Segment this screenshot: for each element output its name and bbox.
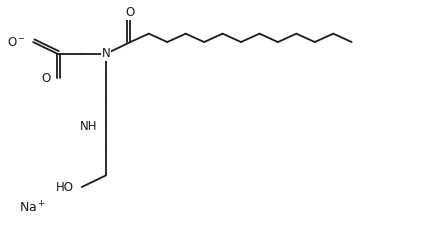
Text: O$^-$: O$^-$ (6, 36, 26, 49)
Text: O: O (42, 72, 51, 85)
Text: HO: HO (56, 180, 74, 194)
Text: NH: NH (80, 120, 98, 133)
Text: Na$^+$: Na$^+$ (19, 200, 46, 216)
Text: O: O (126, 6, 135, 19)
Text: N: N (102, 47, 111, 60)
